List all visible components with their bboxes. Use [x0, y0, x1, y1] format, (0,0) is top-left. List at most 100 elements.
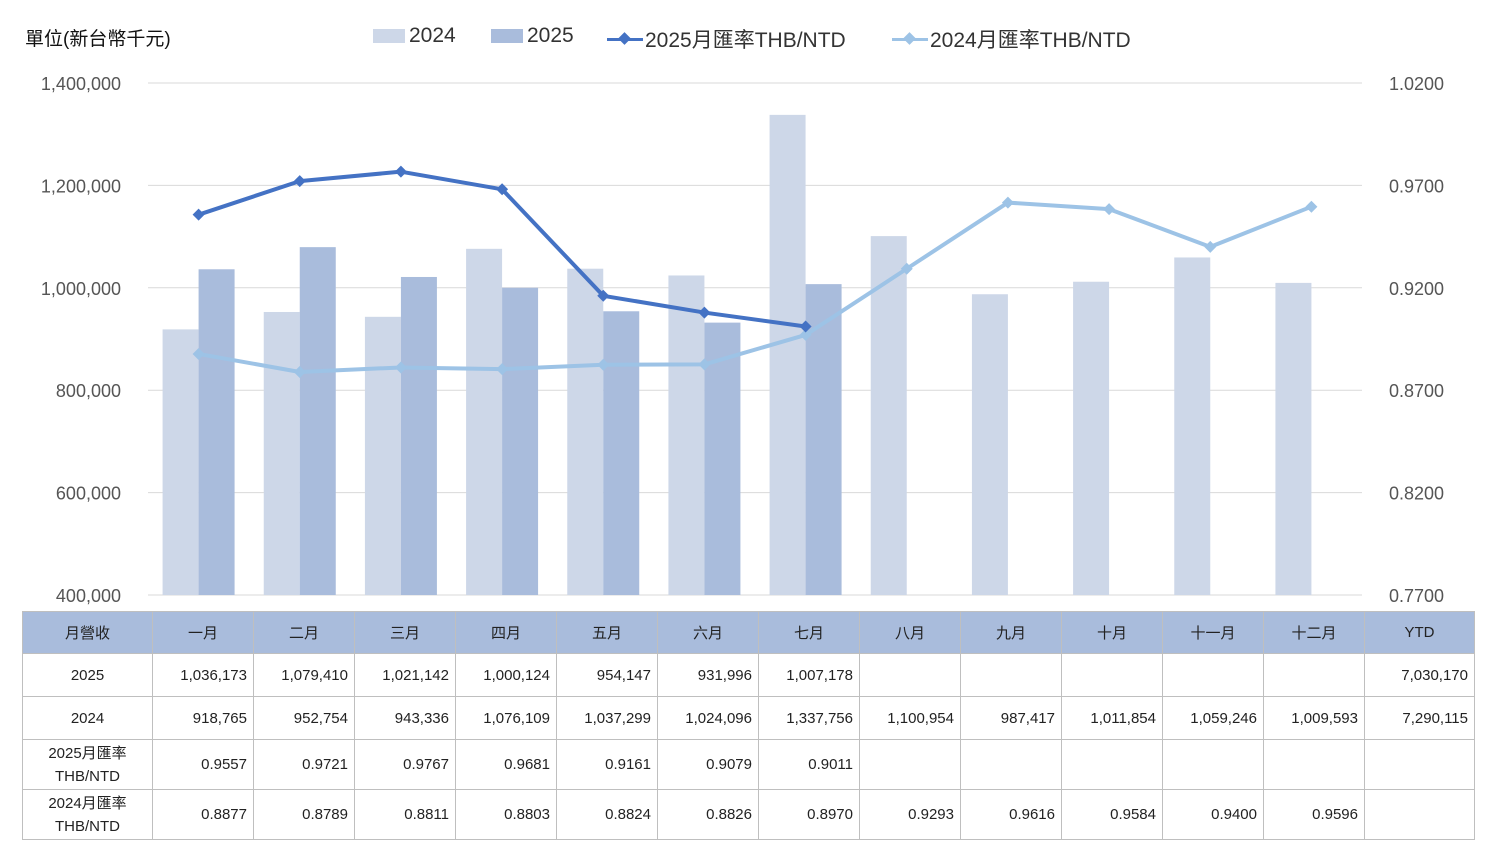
line-series [192, 165, 1318, 378]
legend-swatch-2024-fx [892, 32, 928, 46]
table-cell [1263, 653, 1365, 697]
table-row-label: 2024月匯率THB/NTD [22, 789, 153, 840]
table-cell: 0.8970 [758, 789, 860, 840]
bar-2024-3 [364, 316, 401, 595]
bar-2025-4 [502, 287, 539, 595]
table-cell: 0.9293 [859, 789, 961, 840]
table-cell: 0.9681 [455, 739, 557, 790]
table-header-cell: 五月 [556, 611, 658, 654]
table-cell: 0.9079 [657, 739, 759, 790]
table-cell: 1,011,854 [1061, 696, 1163, 740]
table-header-cell: 月營收 [22, 611, 153, 654]
bar-2025-3 [400, 276, 437, 595]
table-cell [1263, 739, 1365, 790]
bar-2024-6 [668, 275, 705, 595]
table-cell: 0.8803 [455, 789, 557, 840]
legend-item-2024: 2024 [373, 24, 456, 48]
marker-2024月匯率THB/NTD-6 [698, 358, 711, 371]
table-cell [1061, 653, 1163, 697]
table-header-cell: 十二月 [1263, 611, 1365, 654]
bar-2024-5 [567, 268, 604, 595]
legend-item-2024-fx: 2024月匯率THB/NTD [892, 24, 1131, 54]
table-header-cell: 四月 [455, 611, 557, 654]
table-cell [1061, 739, 1163, 790]
legend-item-2025: 2025 [491, 24, 574, 48]
bar-2024-8 [870, 236, 907, 595]
left-axis-tick-label: 1,200,000 [41, 176, 121, 196]
table-cell: 918,765 [152, 696, 254, 740]
table-cell: 954,147 [556, 653, 658, 697]
table-cell: 1,337,756 [758, 696, 860, 740]
table-header-cell: 九月 [960, 611, 1062, 654]
left-axis-tick-label: 1,000,000 [41, 279, 121, 299]
marker-2025月匯率THB/NTD-5 [597, 289, 610, 302]
table-cell: 1,009,593 [1263, 696, 1365, 740]
legend-swatch-2025-fx [607, 32, 643, 46]
table-cell: 7,290,115 [1364, 696, 1475, 740]
table-cell: 1,037,299 [556, 696, 658, 740]
marker-2024月匯率THB/NTD-2 [293, 365, 306, 378]
right-axis-tick-label: 0.9200 [1389, 279, 1444, 299]
table-cell [960, 653, 1062, 697]
bar-2024-4 [466, 248, 503, 595]
left-axis-tick-label: 1,400,000 [41, 74, 121, 94]
bar-2025-7 [805, 284, 842, 595]
table-cell: 7,030,170 [1364, 653, 1475, 697]
table-cell: 0.8824 [556, 789, 658, 840]
marker-2025月匯率THB/NTD-7 [799, 320, 812, 333]
marker-2024月匯率THB/NTD-7 [799, 328, 812, 341]
table-header-cell: 一月 [152, 611, 254, 654]
marker-2024月匯率THB/NTD-3 [394, 361, 407, 374]
table-cell: 1,007,178 [758, 653, 860, 697]
table-cell: 0.9721 [253, 739, 355, 790]
table-cell: 952,754 [253, 696, 355, 740]
marker-2024月匯率THB/NTD-12 [1305, 200, 1318, 213]
table-cell: 1,036,173 [152, 653, 254, 697]
bar-2025-2 [299, 247, 336, 595]
table-cell: 0.9011 [758, 739, 860, 790]
table-cell [859, 739, 961, 790]
bar-series [162, 114, 1312, 595]
left-axis-ticks: 400,000 600,000 800,000 1,000,000 1,200,000 1… [41, 74, 121, 606]
table-cell [859, 653, 961, 697]
table-cell: 1,021,142 [354, 653, 456, 697]
marker-2024月匯率THB/NTD-8 [900, 262, 913, 275]
table-cell: 931,996 [657, 653, 759, 697]
table-cell: 0.8811 [354, 789, 456, 840]
table-cell: 0.8789 [253, 789, 355, 840]
table-row-label: 2025月匯率THB/NTD [22, 739, 153, 790]
table-row-label: 2024 [22, 696, 153, 740]
unit-label: 單位(新台幣千元) [25, 29, 171, 50]
table-header-cell: 十一月 [1162, 611, 1264, 654]
table-header-cell: 二月 [253, 611, 355, 654]
table-cell [1364, 739, 1475, 790]
bar-2025-5 [603, 311, 640, 595]
left-axis-tick-label: 800,000 [56, 381, 121, 401]
bar-2024-11 [1174, 257, 1211, 595]
table-cell: 1,059,246 [1162, 696, 1264, 740]
legend-swatch-2024 [373, 29, 405, 43]
marker-2025月匯率THB/NTD-3 [394, 165, 407, 178]
marker-2024月匯率THB/NTD-9 [1001, 196, 1014, 209]
legend-label-2025-fx: 2025月匯率THB/NTD [645, 29, 846, 52]
legend-swatch-2025 [491, 29, 523, 43]
right-axis-tick-label: 0.8700 [1389, 381, 1444, 401]
legend-label-2024: 2024 [409, 24, 456, 47]
marker-2025月匯率THB/NTD-6 [698, 306, 711, 319]
table-cell: 1,076,109 [455, 696, 557, 740]
bar-2024-7 [769, 114, 806, 595]
gridlines [148, 82, 1362, 596]
right-axis-tick-label: 0.7700 [1389, 586, 1444, 606]
table-header-cell: 十月 [1061, 611, 1163, 654]
bar-2024-10 [1073, 281, 1110, 595]
table-cell: 987,417 [960, 696, 1062, 740]
table-header-cell: 六月 [657, 611, 759, 654]
table-row: 2025 1,036,173 1,079,410 1,021,142 1,000,124… [22, 653, 1475, 697]
table-body: 月營收 一月 二月 三月 四月 五月 六月 七月 八月 九月 十月 十一月 十二月 YTD 2025 1,03… [22, 611, 1475, 840]
left-axis-tick-label: 600,000 [56, 484, 121, 504]
table-cell: 1,100,954 [859, 696, 961, 740]
table-cell [1162, 739, 1264, 790]
table-cell [1162, 653, 1264, 697]
marker-2025月匯率THB/NTD-1 [192, 208, 205, 221]
table-cell: 0.9616 [960, 789, 1062, 840]
